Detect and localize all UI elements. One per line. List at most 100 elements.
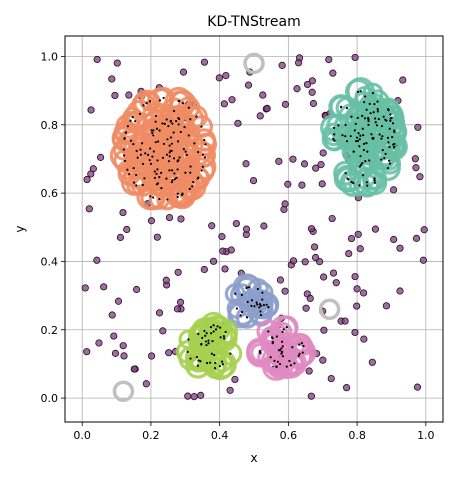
- noise-point: [179, 68, 188, 76]
- noise-point: [176, 298, 185, 306]
- noise-point: [165, 213, 174, 222]
- microcluster-center: [258, 349, 261, 353]
- noise-point: [371, 225, 380, 233]
- microcluster-center: [256, 287, 259, 291]
- microcluster-center: [176, 140, 180, 143]
- microcluster-center: [258, 306, 261, 309]
- microcluster-center: [259, 310, 262, 313]
- microcluster-center: [356, 139, 360, 143]
- microcluster-center: [388, 162, 392, 165]
- microcluster-center: [393, 130, 396, 134]
- microcluster-center: [358, 138, 361, 141]
- noise-point: [309, 99, 318, 108]
- microcluster-center: [273, 359, 276, 362]
- noise-point: [232, 219, 240, 228]
- microcluster-center: [176, 168, 179, 171]
- microcluster-center: [386, 136, 390, 140]
- microcluster-center: [166, 198, 169, 201]
- microcluster-center: [161, 156, 165, 159]
- microcluster-center: [163, 122, 166, 126]
- microcluster-center: [175, 176, 178, 179]
- microcluster-center: [216, 325, 219, 328]
- microcluster-center: [385, 119, 388, 122]
- microcluster-center: [152, 150, 155, 153]
- microcluster-center: [196, 177, 199, 180]
- noise-point: [113, 59, 121, 67]
- noise-point: [319, 356, 327, 364]
- microcluster-center: [383, 157, 386, 160]
- microcluster-center: [187, 106, 190, 109]
- noise-point: [341, 317, 349, 325]
- noise-point: [390, 235, 398, 244]
- noise-point: [87, 106, 95, 114]
- microcluster-center: [199, 360, 202, 363]
- noise-point: [359, 289, 368, 297]
- microcluster-center: [267, 330, 270, 333]
- microcluster-center: [250, 304, 253, 308]
- microcluster-center: [133, 181, 136, 184]
- microcluster-center: [255, 301, 258, 304]
- microcluster-center: [382, 115, 385, 118]
- noise-point: [329, 269, 338, 277]
- noise-point: [351, 272, 359, 281]
- microcluster-center: [204, 334, 207, 337]
- microcluster-center: [205, 361, 209, 365]
- microcluster-center: [368, 159, 371, 162]
- microcluster-center: [281, 330, 284, 334]
- microcluster-ring: [253, 292, 280, 318]
- microcluster-center: [367, 119, 370, 123]
- microcluster-center: [245, 316, 249, 319]
- x-axis-ticks: 0.0 0.2 0.4 0.6 0.8 1.0: [73, 422, 435, 442]
- microcluster-ring: [224, 283, 246, 305]
- noise-point: [96, 153, 105, 161]
- microcluster-center: [344, 123, 347, 127]
- microcluster-center: [135, 149, 138, 153]
- microcluster-center: [281, 355, 284, 358]
- noise-point: [275, 157, 283, 165]
- microcluster-center: [157, 140, 160, 143]
- microcluster-center: [177, 123, 180, 126]
- microcluster-rings: [109, 52, 408, 403]
- microcluster-center: [135, 173, 138, 176]
- microcluster-center: [276, 360, 280, 363]
- microcluster-center: [221, 363, 224, 366]
- microcluster-center: [378, 133, 381, 136]
- microcluster-center: [289, 364, 293, 367]
- x-tick-label: 0.8: [348, 429, 366, 442]
- y-tick-label: 0.6: [41, 187, 59, 200]
- microcluster-center: [365, 181, 369, 184]
- microcluster-center: [368, 102, 371, 105]
- noise-point: [276, 276, 285, 284]
- microcluster-center: [359, 134, 362, 137]
- microcluster-center: [245, 287, 248, 290]
- microcluster-center: [358, 145, 361, 148]
- microcluster-center: [211, 339, 214, 343]
- microcluster-center: [129, 139, 133, 142]
- outlier-microcluster-ring: [243, 52, 265, 75]
- microcluster-center: [339, 105, 343, 108]
- noise-point: [132, 285, 141, 294]
- microcluster-center: [376, 100, 379, 103]
- noise-point: [329, 69, 337, 77]
- noise-point: [281, 287, 289, 295]
- microcluster-center: [235, 307, 239, 310]
- noise-point: [342, 384, 351, 392]
- microcluster-center: [362, 142, 366, 145]
- noise-point: [305, 367, 313, 375]
- microcluster-center: [191, 185, 194, 188]
- microcluster-center: [182, 148, 185, 151]
- microcluster-center: [224, 330, 227, 334]
- noise-point: [356, 245, 364, 253]
- microcluster-center: [253, 305, 256, 308]
- noise-point: [317, 160, 325, 169]
- microcluster-center: [161, 122, 164, 125]
- microcluster-center: [212, 324, 215, 327]
- noise-point: [284, 180, 292, 188]
- noise-point: [208, 222, 216, 230]
- microcluster-center: [123, 159, 127, 163]
- microcluster-center: [384, 152, 387, 155]
- microcluster-center: [132, 166, 135, 170]
- microcluster-center: [153, 170, 156, 173]
- microcluster-center: [136, 156, 139, 159]
- microcluster-center: [358, 184, 361, 187]
